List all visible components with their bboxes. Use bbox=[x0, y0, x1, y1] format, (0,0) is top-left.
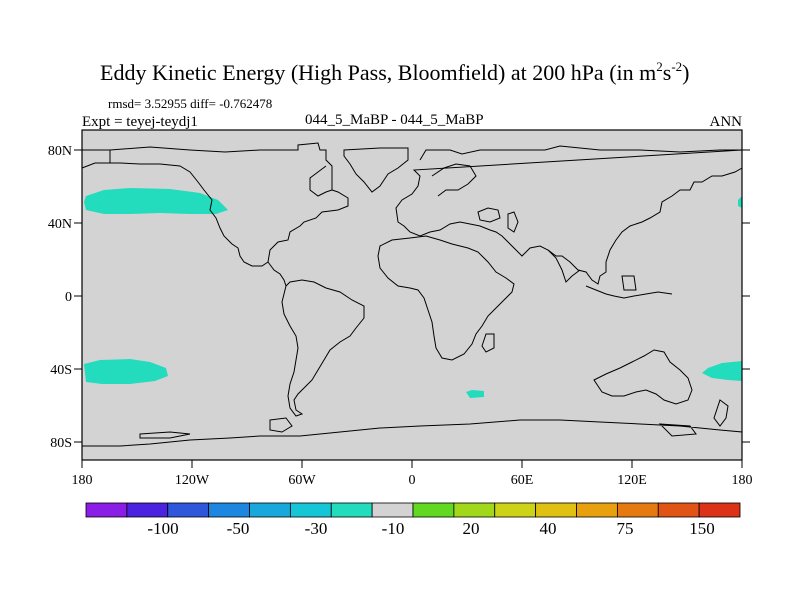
anomaly-south-pacific-west bbox=[84, 359, 168, 384]
coast-scandinavia bbox=[431, 163, 477, 197]
title-mid: s bbox=[663, 60, 672, 85]
colorbar-cell bbox=[535, 502, 577, 518]
colorbar-cell bbox=[616, 502, 659, 518]
lon-label-0: 0 bbox=[409, 473, 416, 488]
lat-label-80n: 80N bbox=[48, 144, 72, 159]
colorbar-cell bbox=[453, 502, 496, 518]
coast-greenland bbox=[343, 147, 409, 193]
coast-central-america bbox=[267, 261, 287, 287]
case-label: 044_5_MaBP - 044_5_MaBP bbox=[305, 112, 484, 128]
colorbar-cell bbox=[698, 502, 741, 518]
coast-caspian bbox=[507, 211, 519, 233]
rmsd-diff-label: rmsd= 3.52955 diff= -0.762478 bbox=[108, 96, 272, 111]
coast-eurasia bbox=[395, 145, 743, 285]
anomaly-regions bbox=[84, 188, 742, 398]
coast-australia bbox=[593, 349, 693, 405]
coast-hudson bbox=[309, 165, 333, 197]
colorbar-label-75: 75 bbox=[617, 519, 634, 538]
colorbar-label-150: 150 bbox=[689, 519, 715, 538]
coast-antarctica bbox=[82, 417, 743, 447]
colorbar-cell bbox=[208, 502, 250, 518]
title-sup2: -2 bbox=[671, 59, 682, 74]
lon-label-120e: 120E bbox=[617, 473, 647, 488]
coast-indonesia bbox=[585, 285, 673, 299]
anomaly-south-indian bbox=[466, 390, 484, 398]
colorbar-cell bbox=[126, 502, 169, 518]
lon-label-180e: 180 bbox=[732, 473, 753, 488]
anomaly-north-pacific bbox=[84, 188, 228, 214]
colorbar-label-minus100: -100 bbox=[147, 519, 178, 538]
colorbar-label-minus50: -50 bbox=[227, 519, 250, 538]
coast-black-sea bbox=[477, 207, 501, 223]
colorbar-cell bbox=[289, 502, 332, 518]
lat-label-0: 0 bbox=[65, 290, 72, 305]
expt-label: Expt = teyej-teydj1 bbox=[82, 114, 198, 130]
lat-label-40n: 40N bbox=[48, 217, 72, 232]
coast-philippines bbox=[621, 275, 637, 291]
anomaly-north-atlantic-edge bbox=[738, 196, 742, 208]
colorbar-cell bbox=[576, 502, 618, 518]
colorbar-labels: -100 -50 -30 -10 20 40 75 150 bbox=[147, 519, 714, 538]
colorbar-label-minus10: -10 bbox=[382, 519, 405, 538]
coast-new-zealand bbox=[713, 399, 729, 427]
lat-label-80s: 80S bbox=[50, 436, 72, 451]
lon-ticks bbox=[81, 460, 743, 468]
coast-africa bbox=[377, 235, 515, 361]
period-label: ANN bbox=[710, 114, 743, 130]
lat-ticks bbox=[74, 149, 750, 443]
colorbar-cell bbox=[249, 502, 291, 518]
colorbar bbox=[85, 502, 741, 518]
colorbar-label-minus30: -30 bbox=[305, 519, 328, 538]
colorbar-cell bbox=[657, 502, 700, 518]
map-background bbox=[82, 130, 742, 460]
lon-label-120w: 120W bbox=[175, 473, 210, 488]
lon-label-180w: 180 bbox=[72, 473, 93, 488]
coast-madagascar bbox=[481, 333, 495, 353]
coast-india bbox=[547, 249, 581, 283]
anomaly-south-pacific-east bbox=[702, 361, 742, 381]
title-main: Eddy Kinetic Energy (High Pass, Bloomfie… bbox=[100, 60, 656, 85]
colorbar-label-20: 20 bbox=[463, 519, 480, 538]
colorbar-cell bbox=[371, 502, 414, 518]
map-panel: 80N 40N 0 40S 80S 180 120W 60W 0 60E 120… bbox=[48, 129, 753, 488]
title-close: ) bbox=[682, 60, 689, 85]
lon-label-60e: 60E bbox=[511, 473, 534, 488]
colorbar-cell bbox=[412, 502, 455, 518]
colorbar-cell bbox=[330, 502, 373, 518]
plot-title: Eddy Kinetic Energy (High Pass, Bloomfie… bbox=[100, 59, 689, 85]
title-sup1: 2 bbox=[656, 59, 663, 74]
lat-label-40s: 40S bbox=[50, 363, 72, 378]
lat-labels: 80N 40N 0 40S 80S bbox=[48, 144, 72, 451]
colorbar-label-40: 40 bbox=[540, 519, 557, 538]
colorbar-cell bbox=[85, 502, 128, 518]
lon-labels: 180 120W 60W 0 60E 120E 180 bbox=[72, 473, 753, 488]
colorbar-cell bbox=[494, 502, 537, 518]
colorbar-cell bbox=[167, 502, 210, 518]
coast-south-america bbox=[281, 279, 365, 417]
lon-label-60w: 60W bbox=[288, 473, 316, 488]
